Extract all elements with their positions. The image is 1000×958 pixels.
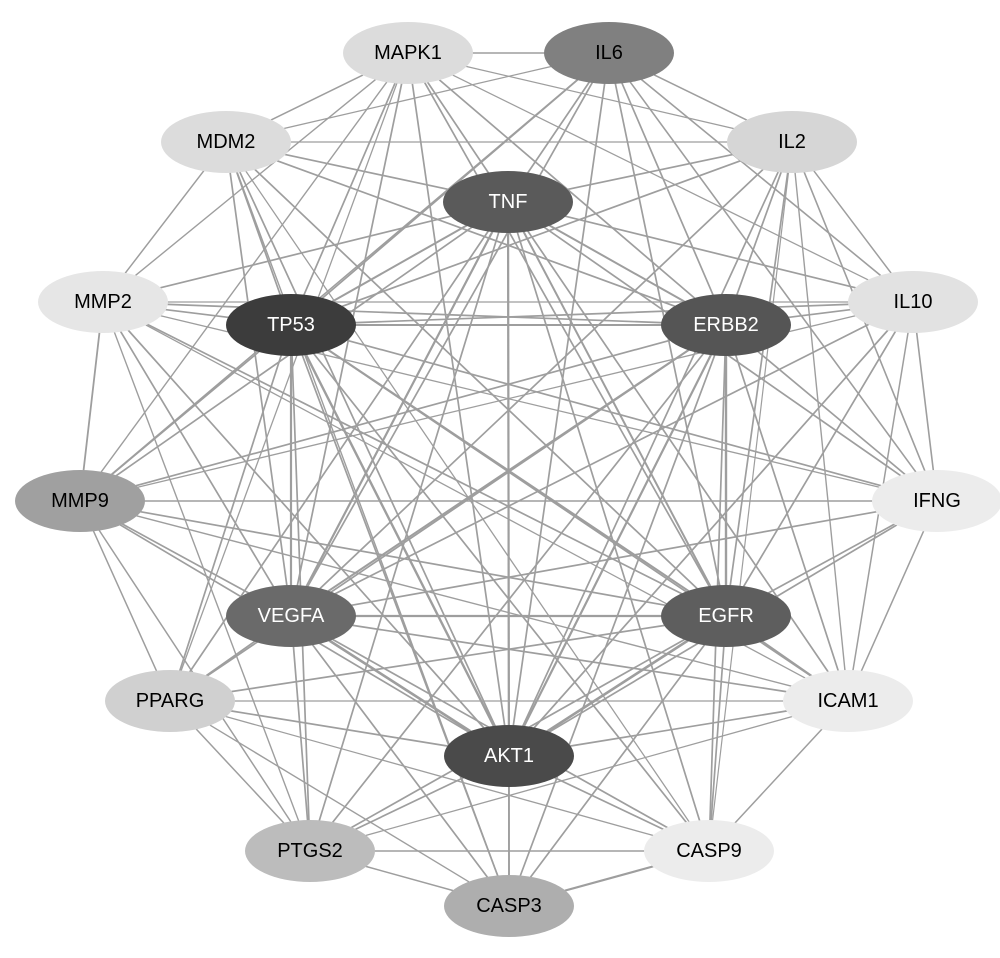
node-ptgs2[interactable]: PTGS2 — [245, 820, 375, 882]
node-label: EGFR — [698, 605, 754, 628]
edge — [642, 80, 881, 275]
edge — [622, 83, 713, 294]
node-il10[interactable]: IL10 — [848, 271, 978, 333]
edge — [534, 331, 887, 728]
edge — [333, 226, 466, 302]
node-casp3[interactable]: CASP3 — [444, 875, 574, 937]
node-label: CASP3 — [476, 895, 542, 918]
node-vegfa[interactable]: VEGFA — [226, 585, 356, 647]
edge — [94, 531, 157, 670]
edge — [565, 867, 652, 891]
edge — [125, 171, 203, 273]
node-mmp2[interactable]: MMP2 — [38, 271, 168, 333]
edge — [366, 867, 453, 891]
node-icam1[interactable]: ICAM1 — [783, 670, 913, 732]
node-erbb2[interactable]: ERBB2 — [661, 294, 791, 356]
node-label: IFNG — [913, 490, 961, 513]
node-tp53[interactable]: TP53 — [226, 294, 356, 356]
node-label: CASP9 — [676, 840, 742, 863]
edge — [304, 83, 395, 294]
node-pparg[interactable]: PPARG — [105, 670, 235, 732]
edge — [207, 642, 255, 676]
node-label: ICAM1 — [817, 690, 878, 713]
edge — [84, 333, 100, 470]
edge — [814, 171, 891, 273]
node-mdm2[interactable]: MDM2 — [161, 111, 291, 173]
node-akt1[interactable]: AKT1 — [444, 725, 574, 787]
node-il6[interactable]: IL6 — [544, 22, 674, 84]
network-diagram: MAPK1 IL6 MDM2 IL2 TNF MMP2 TP53 ERBB2 IL10 MMP9 I… — [0, 0, 1000, 958]
edge — [136, 80, 375, 275]
edge — [356, 778, 463, 829]
node-label: TNF — [489, 191, 528, 214]
edge — [115, 333, 299, 821]
node-label: PTGS2 — [277, 840, 343, 863]
node-mmp9[interactable]: MMP9 — [15, 470, 145, 532]
node-ifng[interactable]: IFNG — [872, 470, 1000, 532]
node-label: AKT1 — [484, 745, 534, 768]
node-egfr[interactable]: EGFR — [661, 585, 791, 647]
node-label: MMP9 — [51, 490, 109, 513]
node-tnf[interactable]: TNF — [443, 171, 573, 233]
node-casp9[interactable]: CASP9 — [644, 820, 774, 882]
edge — [917, 333, 934, 470]
node-label: MDM2 — [197, 131, 256, 154]
node-label: IL2 — [778, 131, 806, 154]
node-label: TP53 — [267, 314, 315, 337]
node-label: VEGFA — [258, 605, 325, 628]
node-label: ERBB2 — [693, 314, 759, 337]
node-il2[interactable]: IL2 — [727, 111, 857, 173]
edge — [123, 524, 248, 592]
node-label: IL10 — [894, 291, 933, 314]
node-label: MMP2 — [74, 291, 132, 314]
node-mapk1[interactable]: MAPK1 — [343, 22, 473, 84]
edge — [366, 717, 792, 836]
edge — [862, 531, 924, 670]
edge — [713, 173, 789, 820]
node-label: IL6 — [595, 42, 623, 65]
edge — [735, 729, 821, 822]
edge — [226, 717, 653, 836]
edge — [121, 332, 273, 586]
node-label: MAPK1 — [374, 42, 442, 65]
node-label: PPARG — [136, 690, 205, 713]
edge — [758, 352, 904, 474]
